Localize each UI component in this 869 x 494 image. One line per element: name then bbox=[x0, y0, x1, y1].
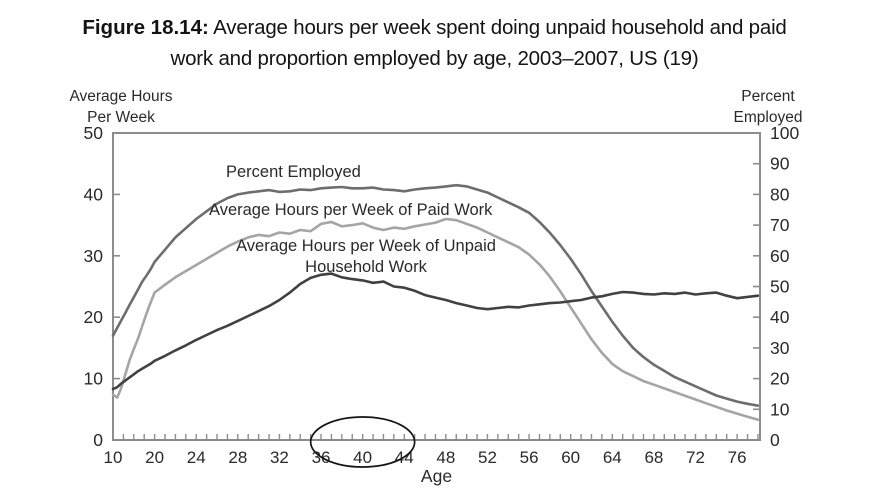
left-tick-label: 0 bbox=[93, 430, 103, 450]
figure-title-line2: work and proportion employed by age, 200… bbox=[170, 47, 699, 70]
x-tick-label: 60 bbox=[561, 448, 580, 467]
left-axis-title: Average Hours bbox=[69, 88, 172, 105]
figure-title-line1: Figure 18.14: Average hours per week spe… bbox=[0, 12, 869, 43]
right-tick-label: 30 bbox=[770, 338, 790, 358]
series-line-percent-employed bbox=[111, 183, 760, 407]
left-axis-title: Per Week bbox=[87, 109, 155, 126]
x-tick-label: 28 bbox=[228, 448, 247, 467]
left-tick-label: 50 bbox=[84, 123, 104, 143]
left-tick-label: 30 bbox=[84, 246, 104, 266]
x-tick-label: 64 bbox=[603, 448, 622, 467]
x-tick-label: 10 bbox=[104, 448, 123, 467]
right-tick-label: 90 bbox=[770, 154, 790, 174]
right-axis-title: Percent bbox=[741, 88, 795, 105]
figure-title-text: Average hours per week spent doing unpai… bbox=[208, 16, 787, 39]
x-tick-label: 40 bbox=[353, 448, 372, 467]
x-tick-label: 24 bbox=[187, 448, 206, 467]
left-tick-label: 10 bbox=[84, 369, 104, 389]
right-tick-label: 40 bbox=[770, 307, 790, 327]
age-range-ellipse-annotation bbox=[309, 416, 416, 468]
right-tick-label: 20 bbox=[770, 369, 790, 389]
x-tick-label: 20 bbox=[145, 448, 164, 467]
right-tick-label: 80 bbox=[770, 184, 790, 204]
right-axis-title: Employed bbox=[734, 109, 803, 126]
x-tick-label: 76 bbox=[728, 448, 747, 467]
right-tick-label: 10 bbox=[770, 399, 790, 419]
x-tick-label: 72 bbox=[686, 448, 705, 467]
left-tick-label: 40 bbox=[84, 184, 104, 204]
series-label: Average Hours per Week of Paid Work bbox=[209, 201, 493, 219]
series-label: Average Hours per Week of Unpaid bbox=[236, 237, 496, 255]
x-tick-label: 52 bbox=[478, 448, 497, 467]
right-tick-label: 60 bbox=[770, 246, 790, 266]
x-tick-label: 56 bbox=[520, 448, 539, 467]
right-tick-label: 50 bbox=[770, 277, 790, 297]
right-tick-label: 70 bbox=[770, 215, 790, 235]
x-axis-title: Age bbox=[421, 466, 452, 486]
right-tick-label: 0 bbox=[770, 430, 780, 450]
series-label: Household Work bbox=[305, 258, 427, 276]
x-tick-label: 32 bbox=[270, 448, 289, 467]
series-label: Percent Employed bbox=[226, 163, 361, 181]
left-tick-label: 20 bbox=[84, 307, 104, 327]
right-tick-label: 100 bbox=[770, 123, 799, 143]
series-line-average-hours-per-week-of-paid-work bbox=[111, 217, 760, 421]
figure-number: Figure 18.14: bbox=[82, 16, 209, 39]
series-line-average-hours-per-week-of-unpaid-household-work bbox=[111, 272, 760, 391]
x-tick-label: 48 bbox=[436, 448, 455, 467]
x-tick-label: 68 bbox=[644, 448, 663, 467]
plot-border bbox=[112, 132, 761, 441]
figure-title: Figure 18.14: Average hours per week spe… bbox=[0, 12, 869, 74]
